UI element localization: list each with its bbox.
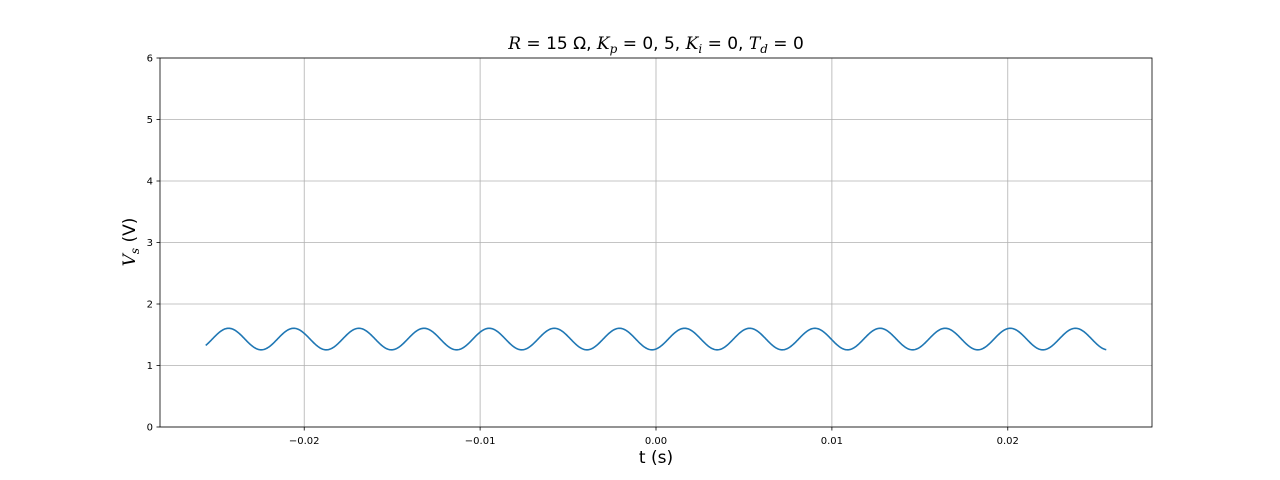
y-tick-label: 0 [147,423,153,434]
x-tick-label: 0.01 [821,436,843,447]
title-td-sub: d [760,42,768,56]
title-r-var: R [507,34,521,54]
x-tick-label: −0.02 [289,436,320,447]
chart-title: R = 15 Ω, Kp = 0, 5, Ki = 0, Td = 0 [507,34,804,56]
title-ki-sub: i [698,42,702,56]
ticks: −0.02 −0.01 0.00 0.01 0.02 0 1 2 3 4 5 6 [147,54,1019,448]
x-tick-label: 0.00 [645,436,667,447]
y-tick-label: 5 [147,115,153,126]
x-tick-label: 0.02 [997,436,1019,447]
y-label-sub: s [128,248,142,254]
y-tick-label: 6 [147,54,153,65]
series-layer [205,327,1107,351]
title-td-val: = 0 [768,34,804,54]
y-tick-label: 1 [147,361,153,372]
y-tick-label: 2 [147,300,153,311]
y-tick-label: 4 [147,177,153,188]
y-label-var: V [120,252,140,266]
grid [160,57,1152,428]
y-tick-label: 3 [147,238,153,249]
x-axis-label: t (s) [639,448,673,468]
title-ki-val: = 0, [702,34,749,54]
x-tick-label: −0.01 [465,436,496,447]
y-axis-label: Vs (V) [120,218,142,267]
title-r-val: = 15 Ω, [521,34,597,54]
title-ki-var: K [685,34,700,54]
title-kp-val: = 0, 5, [617,34,685,54]
title-kp-sub: p [610,42,618,56]
y-label-unit: (V) [120,218,140,248]
title-kp-var: K [596,34,611,54]
title-td-var: T [749,34,762,54]
series-line-vs [205,327,1107,351]
